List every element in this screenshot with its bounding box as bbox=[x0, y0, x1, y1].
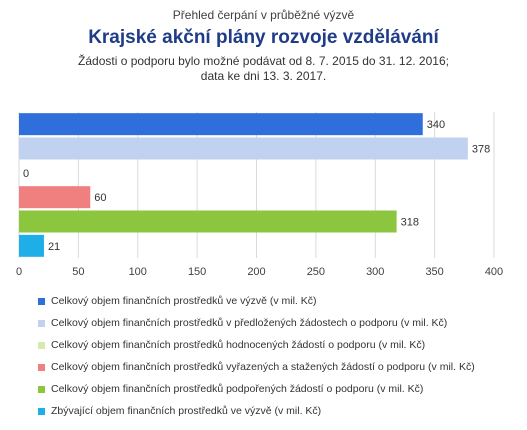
chart-legend: Celkový objem finančních prostředků ve v… bbox=[38, 290, 518, 422]
legend-item: Celkový objem finančních prostředků hodn… bbox=[38, 334, 518, 356]
legend-swatch bbox=[38, 297, 45, 305]
x-tick-label: 50 bbox=[72, 266, 84, 278]
data-label: 21 bbox=[48, 241, 60, 253]
x-tick-label: 350 bbox=[425, 266, 443, 278]
legend-label: Celkový objem finančních prostředků hodn… bbox=[51, 339, 426, 351]
x-tick-label: 400 bbox=[485, 266, 503, 278]
x-tick-label: 100 bbox=[129, 266, 147, 278]
x-tick-label: 0 bbox=[16, 266, 22, 278]
chart-subtitle: Žádosti o podporu bylo možné podávat od … bbox=[0, 54, 527, 84]
legend-swatch bbox=[38, 341, 45, 349]
data-label: 340 bbox=[427, 119, 445, 131]
chart-title: Krajské akční plány rozvoje vzdělávání bbox=[88, 27, 439, 48]
legend-item: Celkový objem finančních prostředků v př… bbox=[38, 312, 518, 334]
x-tick-label: 200 bbox=[247, 266, 265, 278]
legend-item: Celkový objem finančních prostředků vyřa… bbox=[38, 356, 518, 378]
x-tick-label: 300 bbox=[366, 266, 384, 278]
data-label: 60 bbox=[94, 192, 106, 204]
legend-swatch bbox=[38, 363, 45, 371]
legend-swatch bbox=[38, 319, 45, 327]
subtitle-line-2: data ke dni 13. 3. 2017. bbox=[200, 69, 327, 83]
data-label: 318 bbox=[401, 217, 419, 229]
legend-swatch bbox=[38, 407, 45, 415]
legend-swatch bbox=[38, 385, 45, 393]
data-label: 378 bbox=[472, 144, 490, 156]
x-tick-label: 250 bbox=[307, 266, 325, 278]
x-tick-label: 150 bbox=[188, 266, 206, 278]
bar bbox=[19, 186, 91, 209]
legend-item: Celkový objem finančních prostředků podp… bbox=[38, 378, 518, 400]
bar-chart: 0 50 100 150 200 250 300 350 400 340 378 0 60 318 21 bbox=[16, 112, 503, 278]
data-label: 0 bbox=[23, 168, 29, 180]
legend-label: Celkový objem finančních prostředků ve v… bbox=[51, 295, 317, 307]
legend-label: Zbývající objem finančních prostředků ve… bbox=[51, 405, 322, 417]
bar bbox=[19, 113, 423, 136]
legend-label: Celkový objem finančních prostředků podp… bbox=[51, 383, 424, 395]
bar bbox=[19, 210, 397, 233]
subtitle-line-1: Žádosti o podporu bylo možné podávat od … bbox=[78, 54, 449, 68]
legend-label: Celkový objem finančních prostředků v př… bbox=[51, 317, 448, 329]
bar bbox=[19, 137, 468, 160]
bar bbox=[19, 234, 44, 257]
legend-label: Celkový objem finančních prostředků vyřa… bbox=[51, 361, 475, 373]
legend-item: Zbývající objem finančních prostředků ve… bbox=[38, 400, 518, 422]
legend-item: Celkový objem finančních prostředků ve v… bbox=[38, 290, 518, 312]
chart-pretitle: Přehled čerpání v průběžné výzvě bbox=[172, 8, 355, 22]
